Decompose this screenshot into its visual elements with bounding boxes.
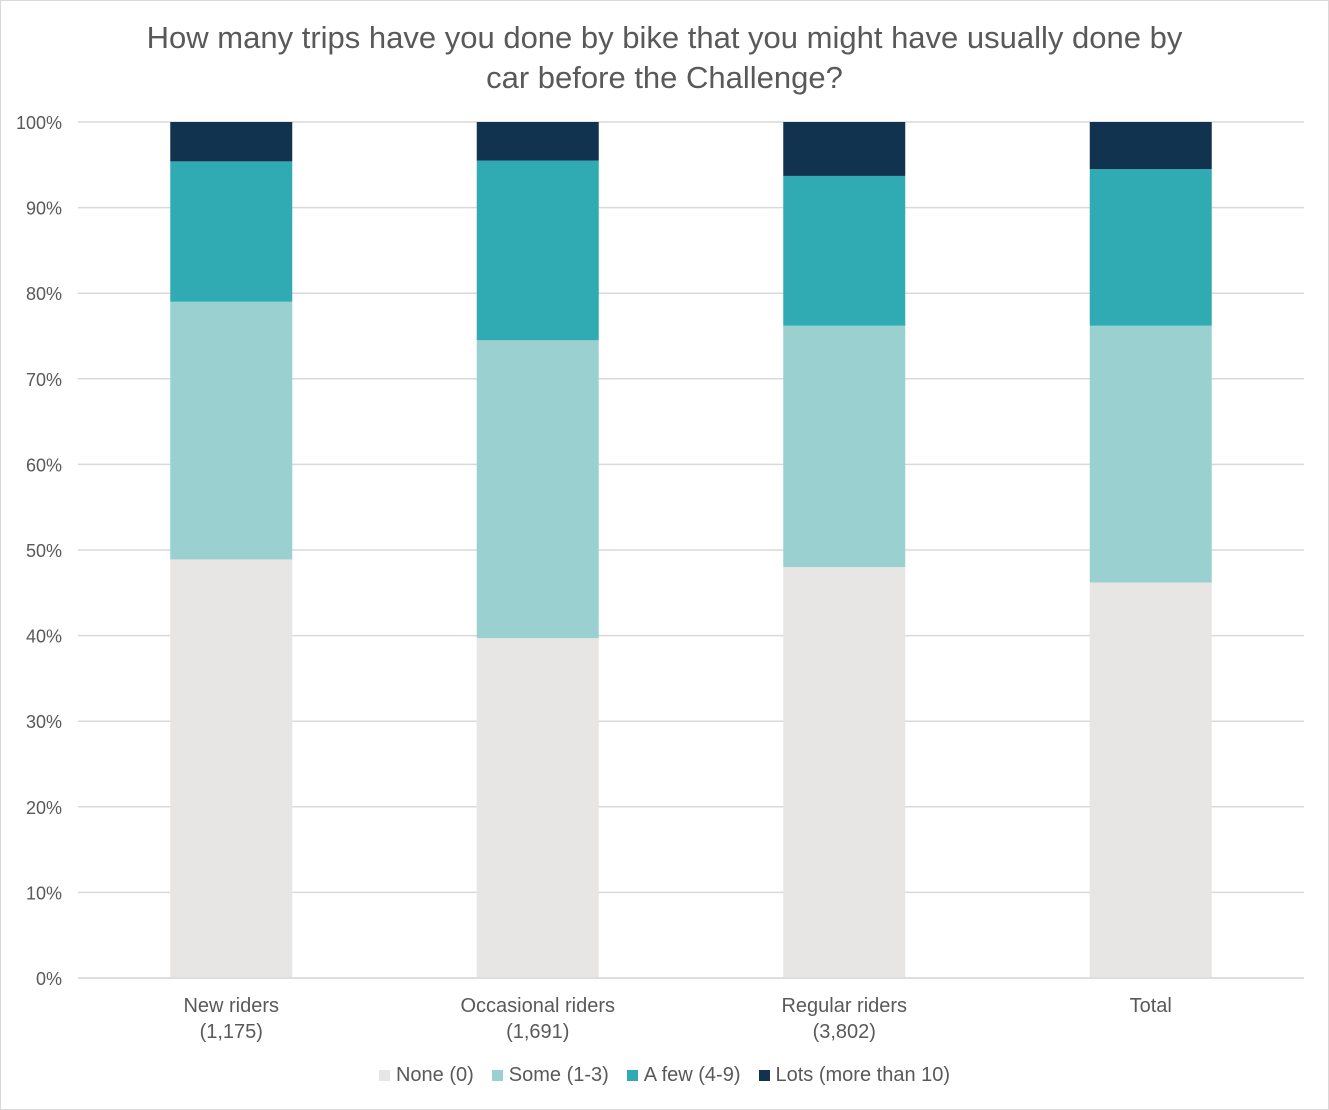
y-tick-label: 50% (26, 541, 62, 561)
bar-segment (1089, 169, 1212, 326)
chart-title-line-1: How many trips have you done by bike tha… (146, 20, 1183, 55)
x-tick-label: (3,802) (813, 1021, 876, 1043)
y-tick-label: 20% (26, 798, 62, 818)
legend-swatch (626, 1070, 638, 1081)
legend-label: A few (4-9) (643, 1064, 741, 1086)
legend-label: Some (1-3) (508, 1064, 609, 1086)
stacked-bar-chart: 0% 10% 20% 30% 40% 50% 60% 70% 80% 90% 100% New rid… (16, 113, 1304, 1043)
legend-item: A few (4-9) (626, 1064, 741, 1087)
bar-segment (1089, 325, 1212, 583)
legend-item: None (0) (378, 1064, 474, 1087)
chart-title-line-2: car before the Challenge? (486, 60, 843, 95)
bar-segment (1089, 122, 1212, 170)
x-tick-label: (1,691) (506, 1021, 569, 1043)
y-tick-label: 90% (26, 199, 62, 219)
x-tick-label: Regular riders (781, 995, 907, 1017)
y-tick-label: 70% (26, 370, 62, 390)
bar-segment (783, 122, 906, 176)
legend-swatch (758, 1070, 770, 1081)
y-tick-label: 40% (26, 627, 62, 647)
x-tick-label: New riders (183, 995, 279, 1017)
bar-segment (170, 122, 293, 162)
bar-segment (476, 340, 599, 639)
bar-segment (170, 559, 293, 978)
legend-item: Lots (more than 10) (758, 1064, 951, 1087)
y-tick-label: 80% (26, 284, 62, 304)
y-tick-label: 0% (36, 969, 62, 989)
chart-title: How many trips have you done by bike tha… (0, 18, 1329, 98)
bar-segment (476, 122, 599, 161)
y-tick-label: 60% (26, 455, 62, 475)
x-tick-label: (1,175) (200, 1021, 263, 1043)
y-tick-label: 100% (16, 113, 62, 133)
y-tick-label: 10% (26, 883, 62, 903)
bar-segment (170, 161, 293, 302)
bar-segment (783, 175, 906, 326)
bar-segment (476, 638, 599, 978)
legend-item: Some (1-3) (491, 1064, 609, 1087)
legend-label: Lots (more than 10) (775, 1064, 951, 1086)
bar-segment (170, 301, 293, 560)
legend-swatch (491, 1070, 503, 1081)
bar-segment (783, 325, 906, 568)
x-tick-label: Occasional riders (460, 995, 615, 1017)
chart-legend: None (0) Some (1-3) A few (4-9) Lots (more … (0, 1064, 1329, 1087)
x-tick-label: Total (1130, 995, 1172, 1017)
bar-segment (783, 567, 906, 978)
y-tick-label: 30% (26, 712, 62, 732)
bar-segment (1089, 582, 1212, 978)
legend-label: None (0) (395, 1064, 474, 1086)
legend-swatch (378, 1070, 390, 1081)
bar-segment (476, 160, 599, 341)
